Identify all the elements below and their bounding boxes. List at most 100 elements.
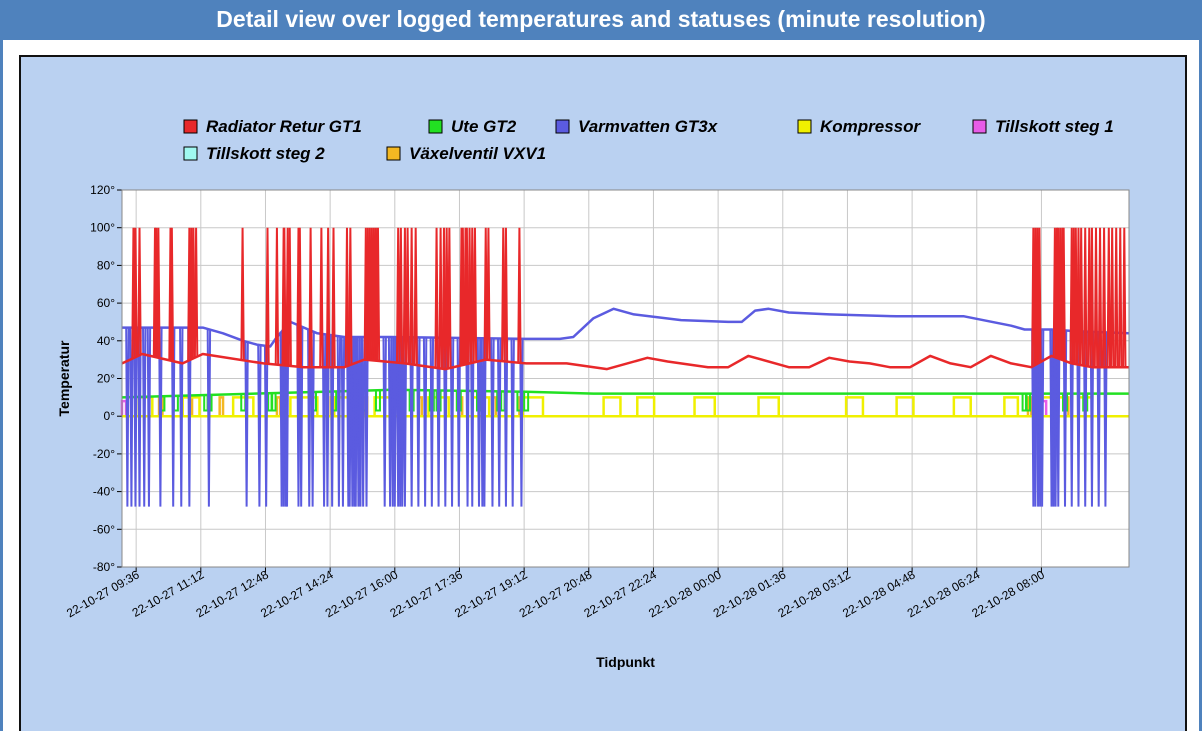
- series-pulse: [844, 396, 865, 417]
- series-spike: [325, 227, 331, 368]
- legend-item: Tillskott steg 1: [972, 117, 1114, 136]
- series-spike: [1096, 332, 1101, 507]
- legend-item: Varmvatten GT3x: [555, 117, 719, 136]
- series-spike: [409, 337, 414, 507]
- series-dip: [270, 393, 277, 412]
- series-spike: [483, 227, 488, 360]
- series-spike: [517, 227, 522, 363]
- series-pulse: [289, 396, 319, 417]
- series-spike: [353, 337, 358, 507]
- series-spike: [329, 335, 335, 507]
- chart-panel: Radiator Retur GT1 Ute GT2 Varmvatten GT3x…: [19, 55, 1187, 731]
- series-spike: [1089, 331, 1095, 507]
- series-spike: [348, 227, 353, 365]
- series-spike: [392, 337, 397, 507]
- legend: Radiator Retur GT1 Ute GT2 Varmvatten GT3x…: [183, 117, 1114, 163]
- legend-item: Radiator Retur GT1: [183, 117, 362, 136]
- series-spike: [476, 338, 482, 507]
- series-pulse: [952, 396, 972, 417]
- series-spike: [470, 338, 475, 507]
- legend-item: Kompressor: [797, 117, 922, 136]
- series-spike: [1122, 227, 1127, 368]
- series-spike: [340, 336, 346, 507]
- series-spike: [490, 338, 495, 507]
- series-spike: [395, 227, 401, 363]
- series-spike: [382, 337, 387, 507]
- legend-swatch: [183, 146, 198, 161]
- series-varmvatten-gt3x: [122, 307, 1130, 507]
- series-spike: [240, 227, 245, 361]
- series-spike: [1076, 227, 1081, 365]
- legend-label: Tillskott steg 2: [206, 144, 325, 163]
- series-spike: [387, 337, 393, 507]
- y-tick-label: -40°: [93, 485, 115, 499]
- series-spike: [1114, 227, 1119, 368]
- legend-label: Radiator Retur GT1: [206, 117, 362, 136]
- series-radiator-retur-gt1: [121, 227, 1129, 371]
- series-spike: [1039, 329, 1045, 507]
- series-spike: [429, 337, 435, 507]
- series-spike: [1073, 227, 1078, 365]
- series-spike: [1118, 227, 1123, 368]
- series-line: [122, 307, 1130, 348]
- series-spike: [344, 227, 350, 367]
- series-spike: [206, 329, 212, 507]
- legend-item: Tillskott steg 2: [183, 144, 325, 163]
- series-spike: [125, 327, 130, 507]
- series-spike: [1037, 227, 1042, 363]
- series-spike: [310, 331, 315, 507]
- legend-swatch: [972, 119, 987, 134]
- series-spike: [503, 338, 509, 507]
- series-spike: [436, 337, 441, 507]
- series-spike: [156, 227, 161, 358]
- series-pulse: [602, 396, 622, 417]
- series-spike: [193, 227, 199, 358]
- series-spike: [296, 325, 301, 507]
- series-spike: [472, 227, 478, 363]
- series-spike: [244, 341, 249, 507]
- legend-label: Kompressor: [820, 117, 922, 136]
- series-spike: [447, 227, 452, 369]
- series-spike: [347, 337, 352, 507]
- series-spike: [1062, 330, 1068, 507]
- legend-swatch: [183, 119, 198, 134]
- series-spike: [137, 227, 142, 356]
- y-tick-label: -80°: [93, 560, 115, 574]
- legend-item: Växelventil VXV1: [386, 144, 546, 163]
- series-spike: [321, 334, 327, 507]
- series-spike: [400, 337, 405, 507]
- page-header: Detail view over logged temperatures and…: [0, 0, 1202, 40]
- series-spike: [441, 227, 447, 369]
- legend-label: Ute GT2: [451, 117, 517, 136]
- series-spike: [1083, 331, 1088, 507]
- series-spike: [282, 227, 287, 366]
- series-spike: [519, 338, 524, 507]
- y-tick-label: -20°: [93, 447, 115, 461]
- y-tick-label: 120°: [90, 183, 115, 197]
- y-tick-label: -60°: [93, 522, 115, 536]
- series-spike: [1103, 332, 1108, 507]
- series-spike: [449, 337, 455, 507]
- legend-swatch: [386, 146, 401, 161]
- series-spike: [325, 334, 330, 507]
- series-spike: [308, 227, 313, 368]
- series-spike: [398, 227, 404, 364]
- series-spike: [434, 227, 439, 368]
- series-spike: [482, 338, 487, 507]
- series-spike: [319, 227, 324, 368]
- series-spike: [358, 337, 363, 507]
- series-spike: [1061, 227, 1066, 361]
- y-axis-title: Temperatur: [56, 340, 72, 417]
- series-spike: [191, 227, 196, 359]
- series-line: [121, 352, 1129, 371]
- series-spike: [1078, 227, 1084, 366]
- series-spike: [1087, 227, 1092, 367]
- legend-swatch: [555, 119, 570, 134]
- series-spike: [486, 227, 491, 360]
- series-spike: [1069, 330, 1074, 507]
- series-spike: [263, 345, 269, 507]
- series-layer: [120, 227, 1130, 507]
- series-spike: [1083, 227, 1088, 366]
- series-spike: [1106, 227, 1111, 368]
- series-spike: [460, 227, 466, 365]
